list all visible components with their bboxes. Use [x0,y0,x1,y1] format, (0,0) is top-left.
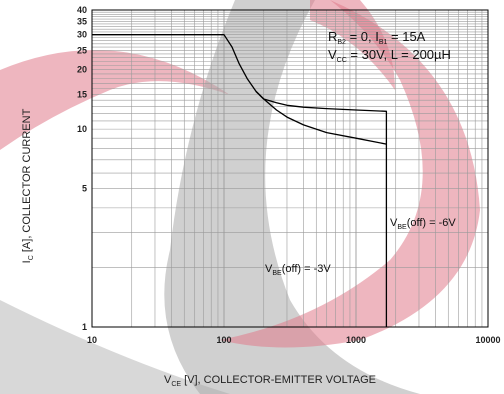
y-tick-label: 35 [77,16,87,26]
x-tick-label: 1000 [346,335,366,345]
watermark-red-arc-left [0,50,230,150]
series-line-1 [92,34,388,327]
x-tick-label: 100 [216,335,231,345]
x-tick-label: 10 [87,335,97,345]
y-tick-label: 20 [77,65,87,75]
plot-border [91,9,489,328]
conditions-line-2: VCC = 30V, L = 200µH [328,47,451,64]
x-tick-labels: 10 100 1000 10000 [87,335,501,345]
y-tick-label: 30 [77,30,87,40]
watermark-gray-lower [0,300,230,394]
y-tick-label: 40 [77,5,87,15]
y-tick-label: 25 [77,45,87,55]
watermark-red-arc-top [310,0,395,90]
data-series [92,34,388,327]
plot-frame [91,9,489,328]
y-tick-label: 1 [82,322,87,332]
curve-label-3v: VBE(off) = -3V [265,263,331,277]
x-tick-label: 10000 [475,335,500,345]
y-tick-label: 5 [82,184,87,194]
conditions-line-1: RB2 = 0, IB1 = 15A [328,29,426,46]
watermark-logo [0,0,480,394]
grid-lines [92,10,488,327]
x-axis-title: VCE [V], COLLECTOR-EMITTER VOLTAGE [164,374,376,388]
curve-label-6v: VBE(off) = -6V [390,217,456,231]
series-line-2 [255,91,387,145]
y-axis-title: IC [A], COLLECTOR CURRENT [21,108,35,263]
y-tick-label: 15 [77,89,87,99]
y-tick-label: 10 [77,124,87,134]
watermark-gray-arc [164,0,420,394]
watermark-red-arc-right [220,0,480,348]
